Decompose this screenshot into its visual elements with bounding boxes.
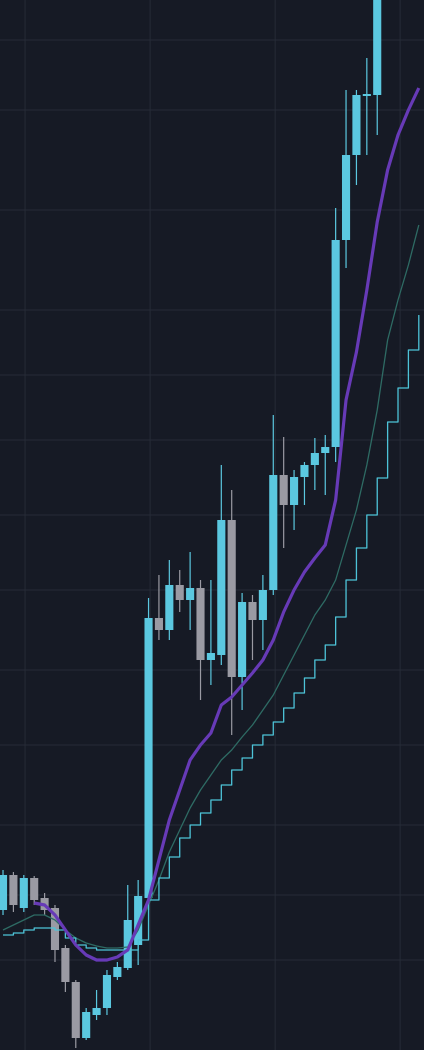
candle-body [258,590,267,620]
candle-body [196,588,205,660]
candle-body [373,0,382,95]
candle-body [92,1008,101,1015]
candle-body [310,453,319,465]
candle-body [61,948,70,982]
candle-body [154,618,163,630]
candle-body [165,585,174,630]
candle-body [352,95,361,155]
candle-body [82,1012,91,1038]
candle-body [300,465,309,477]
indicator-line [33,87,421,962]
candle-body [186,588,195,600]
candle-body [0,875,8,910]
candle-body [19,878,28,908]
indicator-line [2,224,420,949]
candle-body [30,878,39,900]
candle-body [9,875,18,905]
candle-body [290,477,299,505]
candle-body [321,447,330,453]
candle-body [227,520,236,677]
candle-body [362,94,371,96]
candle-body [217,520,226,655]
candle-body [144,618,153,898]
candle-body [279,475,288,505]
candle-body [175,585,184,600]
candle-body [102,975,112,1008]
candle-body [71,982,80,1038]
candle-body [238,602,247,677]
candle-body [206,653,215,660]
candle-body [134,896,143,945]
candle-body [341,155,351,240]
candle-body [113,967,122,977]
candle-body [269,475,278,590]
candle-body [331,240,340,447]
candle-body [248,602,257,620]
candle-body [123,920,132,968]
